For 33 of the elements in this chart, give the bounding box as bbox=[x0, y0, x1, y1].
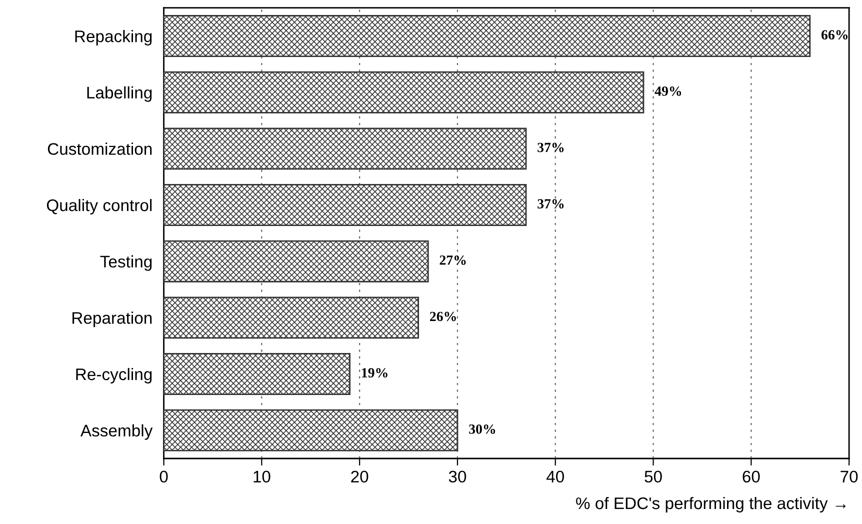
bar bbox=[164, 353, 350, 395]
y-tick-label: Customization bbox=[48, 142, 152, 155]
data-label: 30% bbox=[469, 424, 496, 434]
y-tick-label: Quality control bbox=[46, 198, 152, 215]
x-tick-label: 40 bbox=[546, 470, 564, 483]
data-label: 19% bbox=[362, 368, 388, 378]
bar bbox=[164, 296, 420, 339]
x-tick-label: 20 bbox=[351, 470, 368, 483]
y-tick-label: Testing bbox=[100, 255, 152, 271]
bar bbox=[164, 71, 644, 114]
x-tick-label: 0 bbox=[160, 470, 168, 483]
y-tick-label: Repacking bbox=[75, 30, 152, 46]
data-label: 37% bbox=[538, 142, 564, 152]
data-label: 37% bbox=[538, 199, 564, 209]
x-tick-label: 50 bbox=[644, 470, 662, 483]
y-tick-label: Labelling bbox=[87, 86, 152, 102]
bar bbox=[164, 128, 527, 170]
bar bbox=[164, 409, 458, 452]
x-tick-label: 60 bbox=[742, 470, 760, 483]
x-tick-label: 10 bbox=[254, 470, 270, 483]
y-tick-label: Reparation bbox=[72, 312, 152, 328]
bar bbox=[164, 15, 811, 57]
x-tick-label: 30 bbox=[448, 470, 466, 483]
y-tick-label: Assembly bbox=[80, 424, 153, 440]
data-label: 26% bbox=[430, 312, 456, 322]
data-label: 27% bbox=[440, 255, 466, 265]
x-tick-label: 70 bbox=[840, 470, 858, 483]
data-label: 49% bbox=[654, 86, 682, 96]
bar bbox=[164, 184, 527, 226]
y-tick-label: Re-cycling bbox=[76, 368, 152, 384]
data-label: 66% bbox=[821, 30, 848, 40]
bar bbox=[164, 240, 429, 282]
x-axis-title: % of EDC's performing the activity → bbox=[576, 496, 846, 512]
